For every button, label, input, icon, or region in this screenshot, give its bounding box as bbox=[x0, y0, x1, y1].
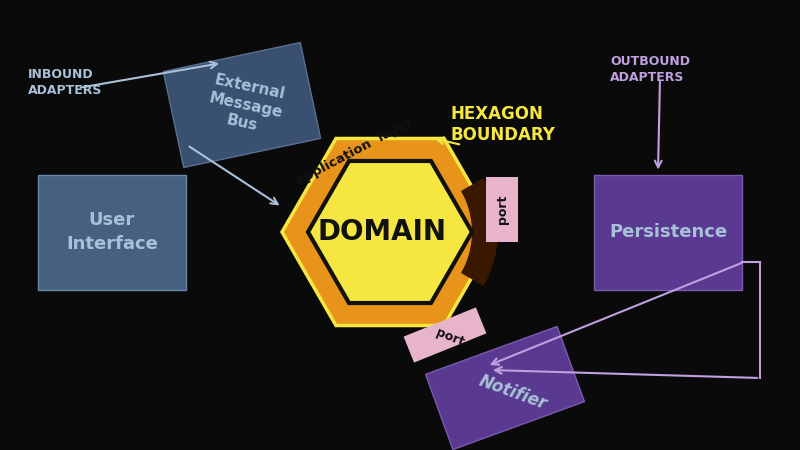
Text: port: port bbox=[434, 325, 466, 349]
Bar bbox=[38, 175, 186, 289]
Bar bbox=[594, 175, 742, 289]
Text: Persistence: Persistence bbox=[609, 223, 727, 241]
Text: External
Message
Bus: External Message Bus bbox=[204, 72, 288, 138]
Text: HEXAGON
BOUNDARY: HEXAGON BOUNDARY bbox=[450, 105, 555, 144]
Text: DOMAIN: DOMAIN bbox=[318, 218, 446, 246]
Text: INBOUND
ADAPTERS: INBOUND ADAPTERS bbox=[28, 68, 102, 97]
Text: port: port bbox=[495, 195, 509, 224]
Text: application  layer: application layer bbox=[294, 116, 416, 189]
Text: Notifier: Notifier bbox=[476, 372, 550, 414]
Text: User
Interface: User Interface bbox=[66, 211, 158, 253]
Polygon shape bbox=[282, 139, 498, 325]
Polygon shape bbox=[461, 178, 498, 286]
Bar bbox=[486, 177, 518, 242]
Polygon shape bbox=[163, 42, 321, 167]
Text: OUTBOUND
ADAPTERS: OUTBOUND ADAPTERS bbox=[610, 55, 690, 84]
Polygon shape bbox=[403, 307, 486, 363]
Polygon shape bbox=[308, 161, 472, 303]
Polygon shape bbox=[426, 326, 585, 450]
